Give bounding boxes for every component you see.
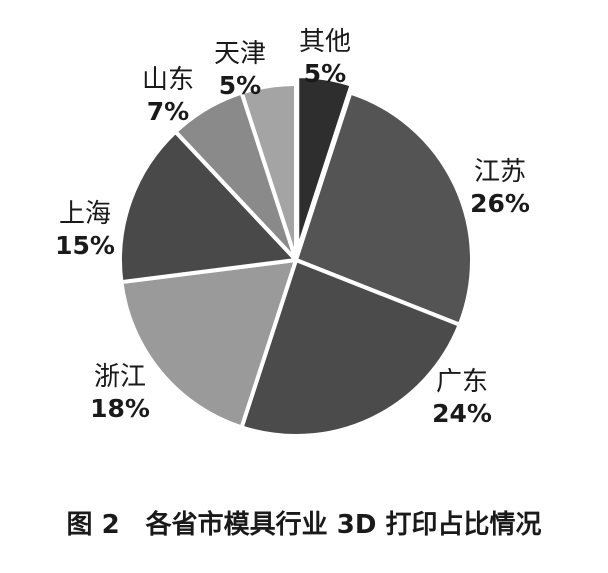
figure-caption: 图 2 各省市模具行业 3D 打印占比情况 <box>66 510 542 540</box>
slice-category-label: 天津 <box>214 39 266 69</box>
pie-slice-2 <box>239 258 462 438</box>
slice-category-label: 山东 <box>142 65 194 95</box>
slice-category-label: 上海 <box>59 199 111 229</box>
slice-percent-label: 18% <box>90 394 150 423</box>
pie-slice-4 <box>118 129 298 285</box>
pie-slice-6 <box>239 82 298 262</box>
slice-category-label: 浙江 <box>94 362 146 392</box>
pie-slice-3 <box>119 258 298 430</box>
slice-category-label: 广东 <box>436 367 488 397</box>
slice-category-label: 其他 <box>299 27 351 57</box>
slice-percent-label: 24% <box>432 399 492 428</box>
pie-slices <box>118 74 474 438</box>
slice-percent-label: 7% <box>147 97 189 126</box>
slice-percent-label: 26% <box>470 189 530 218</box>
pie-slice-1 <box>294 90 474 327</box>
slice-percent-label: 15% <box>55 231 115 260</box>
slice-percent-label: 5% <box>219 71 261 100</box>
slice-percent-label: 5% <box>304 59 346 88</box>
slice-category-label: 江苏 <box>474 157 526 187</box>
